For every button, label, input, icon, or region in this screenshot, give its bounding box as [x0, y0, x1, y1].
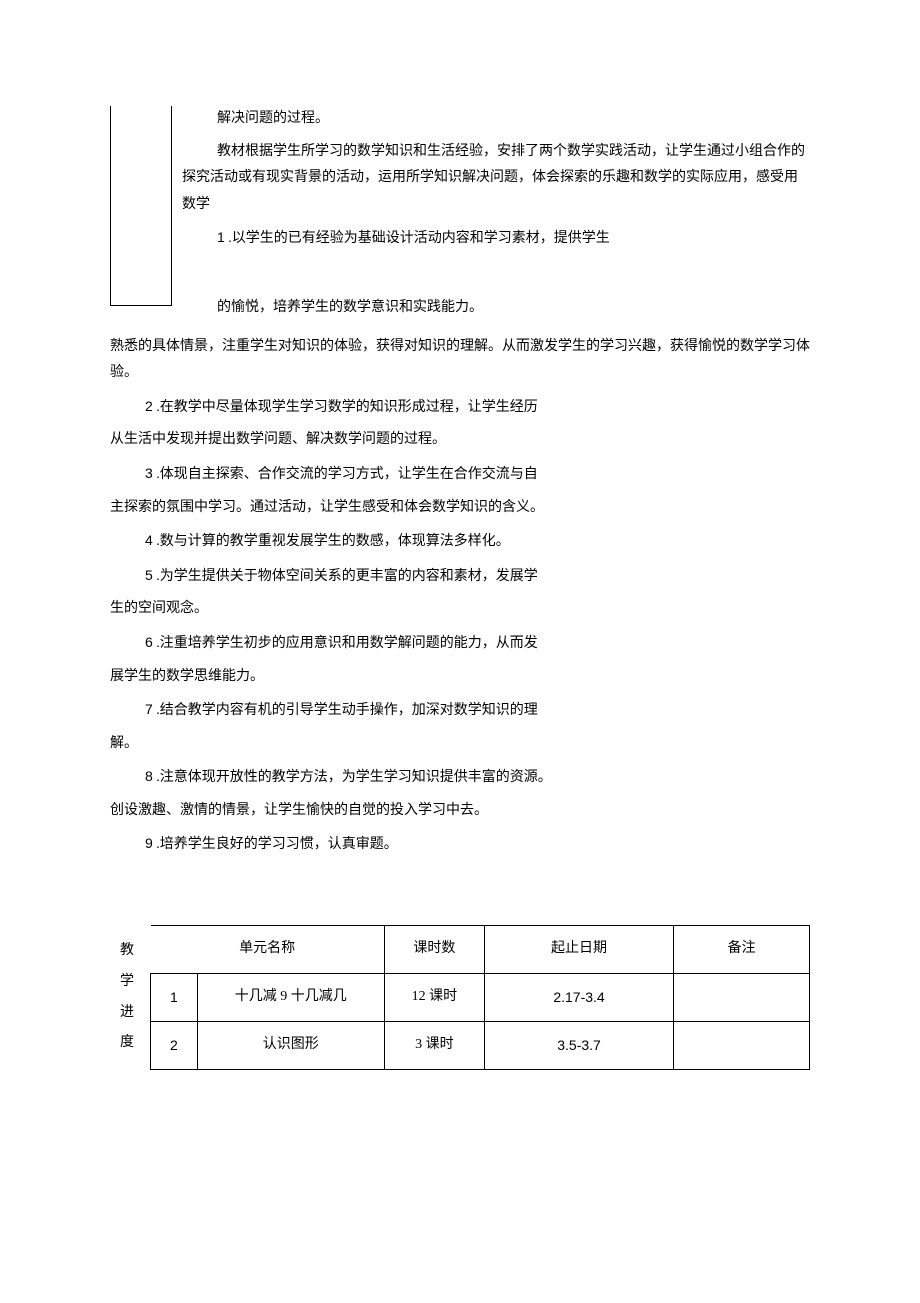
cell-notes	[674, 974, 810, 1022]
cell-hours: 12 课时	[384, 974, 484, 1022]
cell-dates: 3.5-3.7	[484, 1022, 673, 1070]
col-header-hours: 课时数	[384, 926, 484, 974]
list-number: 6	[145, 634, 153, 650]
paragraph: 展学生的数学思维能力。	[110, 664, 810, 691]
spacer	[110, 865, 810, 925]
side-label-char: 教	[120, 936, 134, 967]
paragraph: 5 .为学生提供关于物体空间关系的更丰富的内容和素材，发展学	[110, 562, 810, 591]
side-label-char: 度	[120, 1028, 134, 1059]
paragraph-text: .数与计算的教学重视发展学生的数感，体现算法多样化。	[153, 534, 510, 549]
paragraph-text: .培养学生良好的学习习惯，认真审题。	[153, 837, 398, 852]
list-number: 2	[145, 398, 153, 414]
list-number: 8	[145, 768, 153, 784]
paragraph-text: .体现自主探索、合作交流的学习方式，让学生在合作交流与自	[153, 467, 538, 482]
paragraph-text: .在教学中尽量体现学生学习数学的知识形成过程，让学生经历	[153, 400, 538, 415]
paragraph-text: .为学生提供关于物体空间关系的更丰富的内容和素材，发展学	[153, 569, 538, 584]
schedule-section: 教 学 进 度 单元名称 课时数 起止日期 备注 1 十几减 9 十几减几 12…	[110, 925, 810, 1070]
list-number: 4	[145, 532, 153, 548]
paragraph: 熟悉的具体情景，注重学生对知识的体验，获得对知识的理解。从而激发学生的学习兴趣，…	[110, 334, 810, 387]
paragraph: 2 .在教学中尽量体现学生学习数学的知识形成过程，让学生经历	[110, 393, 810, 422]
side-box	[110, 106, 172, 306]
cell-index: 2	[151, 1022, 198, 1070]
list-number: 3	[145, 465, 153, 481]
col-header-unit: 单元名称	[151, 926, 385, 974]
paragraph: 教材根据学生所学习的数学知识和生活经验，安排了两个数学实践活动，让学生通过小组合…	[182, 139, 810, 219]
cell-dates: 2.17-3.4	[484, 974, 673, 1022]
paragraph: 的愉悦，培养学生的数学意识和实践能力。	[182, 295, 810, 322]
paragraph: 8 .注意体现开放性的教学方法，为学生学习知识提供丰富的资源。	[110, 763, 810, 792]
cell-name: 认识图形	[197, 1022, 384, 1070]
schedule-table: 单元名称 课时数 起止日期 备注 1 十几减 9 十几减几 12 课时 2.17…	[150, 925, 810, 1070]
paragraph: 解决问题的过程。	[182, 106, 810, 133]
paragraph: 从生活中发现并提出数学问题、解决数学问题的过程。	[110, 427, 810, 454]
paragraph-text: .以学生的已有经验为基础设计活动内容和学习素材，提供学生	[225, 231, 610, 246]
table-row: 1 十几减 9 十几减几 12 课时 2.17-3.4	[151, 974, 810, 1022]
paragraph: 4 .数与计算的教学重视发展学生的数感，体现算法多样化。	[110, 527, 810, 556]
paragraph: 创设激趣、激情的情景，让学生愉快的自觉的投入学习中去。	[110, 798, 810, 825]
cell-index: 1	[151, 974, 198, 1022]
list-number: 9	[145, 835, 153, 851]
side-label-char: 学	[120, 967, 134, 998]
paragraph: 主探索的氛围中学习。通过活动，让学生感受和体会数学知识的含义。	[110, 495, 810, 522]
spacer	[182, 259, 810, 289]
box-text-block: 解决问题的过程。 教材根据学生所学习的数学知识和生活经验，安排了两个数学实践活动…	[172, 106, 810, 322]
list-number: 7	[145, 701, 153, 717]
paragraph: 生的空间观念。	[110, 596, 810, 623]
table-row: 2 认识图形 3 课时 3.5-3.7	[151, 1022, 810, 1070]
table-header-row: 单元名称 课时数 起止日期 备注	[151, 926, 810, 974]
cell-name: 十几减 9 十几减几	[197, 974, 384, 1022]
paragraph: 1 .以学生的已有经验为基础设计活动内容和学习素材，提供学生	[182, 224, 810, 253]
paragraph: 6 .注重培养学生初步的应用意识和用数学解问题的能力，从而发	[110, 629, 810, 658]
list-number: 1	[217, 229, 225, 245]
col-header-dates: 起止日期	[484, 926, 673, 974]
cell-notes	[674, 1022, 810, 1070]
side-label-char: 进	[120, 998, 134, 1029]
schedule-side-label: 教 学 进 度	[110, 925, 150, 1070]
paragraph-text: .结合教学内容有机的引导学生动手操作，加深对数学知识的理	[153, 703, 538, 718]
list-number: 5	[145, 567, 153, 583]
paragraph: 3 .体现自主探索、合作交流的学习方式，让学生在合作交流与自	[110, 460, 810, 489]
paragraph: 解。	[110, 731, 810, 758]
col-header-notes: 备注	[674, 926, 810, 974]
boxed-section: 解决问题的过程。 教材根据学生所学习的数学知识和生活经验，安排了两个数学实践活动…	[110, 106, 810, 328]
paragraph-text: .注意体现开放性的教学方法，为学生学习知识提供丰富的资源。	[153, 770, 552, 785]
cell-hours: 3 课时	[384, 1022, 484, 1070]
paragraph: 9 .培养学生良好的学习习惯，认真审题。	[110, 830, 810, 859]
paragraph: 7 .结合教学内容有机的引导学生动手操作，加深对数学知识的理	[110, 696, 810, 725]
paragraph-text: .注重培养学生初步的应用意识和用数学解问题的能力，从而发	[153, 636, 538, 651]
